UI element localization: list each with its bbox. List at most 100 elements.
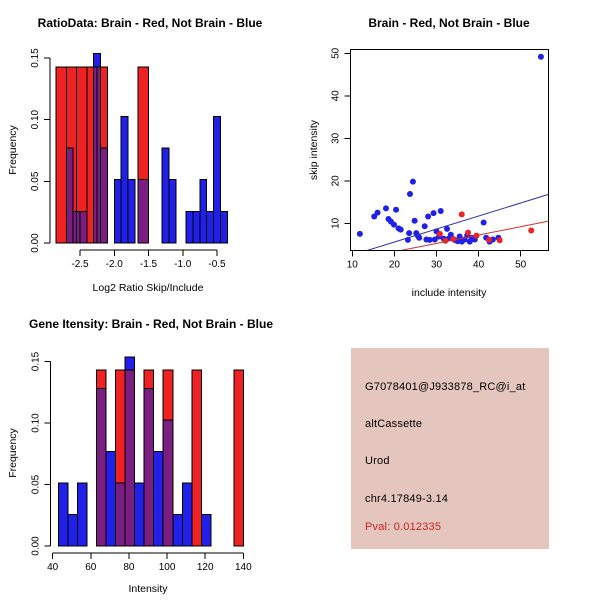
- gene-name-text: Urod: [365, 455, 390, 467]
- data-point-blue: [425, 213, 432, 220]
- x-tick-label: 20: [389, 260, 401, 271]
- hist-bar-blue: [200, 514, 212, 547]
- info-panel: G7078401@J933878_RC@i_at altCassette Uro…: [351, 348, 549, 549]
- data-point-red: [436, 230, 443, 237]
- hist-bar-overlap: [162, 419, 174, 547]
- y-tick-label: 0.00: [30, 233, 41, 253]
- hist-bar-red: [191, 369, 202, 547]
- data-point-blue: [421, 223, 428, 230]
- y-axis-label: Frequency: [7, 124, 19, 174]
- data-point-red: [458, 211, 465, 218]
- data-point-blue: [480, 219, 487, 226]
- data-point-blue: [416, 234, 423, 241]
- hist-bar-overlap: [124, 369, 136, 547]
- data-point-blue: [406, 230, 413, 237]
- panel-title: RatioData: Brain - Red, Not Brain - Blue: [38, 16, 263, 30]
- y-tick-label: 0.10: [31, 413, 42, 433]
- panel-title: Gene Itensity: Brain - Red, Not Brain - …: [29, 317, 273, 331]
- data-point-blue: [456, 233, 463, 240]
- data-point-blue: [397, 226, 404, 233]
- x-tick-label: 50: [515, 260, 527, 271]
- hist-bar-blue: [105, 450, 117, 547]
- hist-bar-blue: [76, 482, 88, 547]
- hist-bar-overlap: [96, 387, 107, 547]
- x-tick-label: -1.5: [140, 259, 158, 270]
- y-axis-label: Frequency: [7, 427, 19, 477]
- hist-bar-blue: [213, 115, 221, 244]
- y-tick-label: 0.10: [30, 109, 41, 129]
- y-tick-label: 0.05: [31, 474, 42, 494]
- hist-bar-overlap: [65, 147, 74, 244]
- x-tick-label: 80: [123, 562, 135, 573]
- hist-bar-blue: [67, 514, 78, 547]
- x-tick-label: 100: [159, 562, 176, 573]
- x-tick-label: 60: [85, 562, 97, 573]
- data-point-blue: [374, 209, 381, 216]
- x-tick-label: 120: [197, 562, 214, 573]
- data-point-blue: [426, 236, 433, 243]
- x-tick-label: 140: [235, 562, 252, 573]
- plot-border: [350, 48, 549, 251]
- x-tick-label: -0.5: [208, 259, 226, 270]
- hist-bar-blue: [219, 210, 228, 244]
- x-tick-label: 10: [347, 260, 359, 271]
- hist-bar-blue: [161, 147, 170, 244]
- hist-bar-overlap: [76, 210, 81, 244]
- brain-fit-line: [400, 220, 549, 251]
- hist-bar-overlap: [137, 179, 150, 244]
- y-tick-label: 50: [331, 47, 342, 59]
- hist-bar-blue: [172, 514, 183, 547]
- probe-id-text: G7078401@J933878_RC@i_at: [365, 381, 526, 393]
- data-point-red: [486, 236, 493, 243]
- y-tick-label: 0.15: [31, 351, 42, 371]
- y-axis-label: skip intensity: [308, 119, 320, 180]
- x-tick-label: -2.0: [106, 259, 124, 270]
- y-tick-label: 0.05: [30, 171, 41, 191]
- hist-bar-blue: [134, 482, 145, 547]
- hist-bar-overlap: [72, 210, 78, 244]
- hist-bar-blue: [113, 179, 122, 244]
- x-tick-label: 40: [47, 562, 59, 573]
- hist-bar-blue: [192, 210, 201, 244]
- scatter-panel: 10 20 30 40 50 10 20 30 40 50 Brain - Red, Not Bra…: [308, 16, 549, 299]
- x-axis-label: Intensity: [128, 583, 168, 595]
- pvalue-text: Pval: 0.012335: [365, 521, 442, 533]
- hist_ratio-panel: -2.5 -2.0 -1.5 -1.0 -0.5 0.00 0.05 0.10 0.15 Rati…: [7, 16, 263, 294]
- y-tick-label: 0.15: [30, 48, 41, 68]
- data-point-blue: [537, 53, 544, 60]
- hist-bar-blue: [127, 179, 136, 244]
- hist-bar-overlap: [115, 482, 126, 547]
- hist-bar-overlap: [143, 387, 155, 547]
- splice-type-text: altCassette: [365, 418, 423, 430]
- data-point-red: [528, 227, 535, 234]
- x-tick-label: 30: [431, 260, 443, 271]
- hist-bar-overlap: [96, 66, 102, 244]
- x-tick-label: -1.0: [174, 259, 192, 270]
- y-tick-label: 10: [331, 217, 342, 229]
- hist-bar-blue: [168, 179, 177, 244]
- x-tick-label: -2.5: [71, 259, 89, 270]
- locus-text: chr4.17849-3.14: [365, 493, 449, 505]
- y-tick-label: 0.00: [31, 536, 42, 556]
- hist-bar-overlap: [93, 66, 98, 244]
- hist-bar-blue: [206, 210, 215, 244]
- data-point-red: [450, 236, 457, 243]
- data-point-blue: [409, 178, 416, 185]
- data-point-blue: [382, 205, 389, 212]
- data-point-blue: [393, 206, 400, 213]
- data-point-blue: [431, 236, 438, 243]
- data-point-red: [496, 237, 503, 244]
- x-axis-label: include intensity: [412, 287, 487, 299]
- hist-bar-overlap: [100, 147, 108, 244]
- x-tick-label: 40: [473, 260, 485, 271]
- hist-bar-blue: [57, 482, 69, 547]
- data-point-blue: [437, 207, 444, 214]
- hist_gene-panel: 40 60 80 100 120 140 0.00 0.05 0.10 0.15 Gene Iten…: [7, 317, 273, 595]
- y-tick-label: 30: [331, 132, 342, 144]
- y-tick-label: 40: [331, 90, 342, 102]
- data-point-blue: [411, 217, 418, 224]
- y-tick-label: 20: [331, 175, 342, 187]
- not-brain-fit-line: [366, 193, 549, 251]
